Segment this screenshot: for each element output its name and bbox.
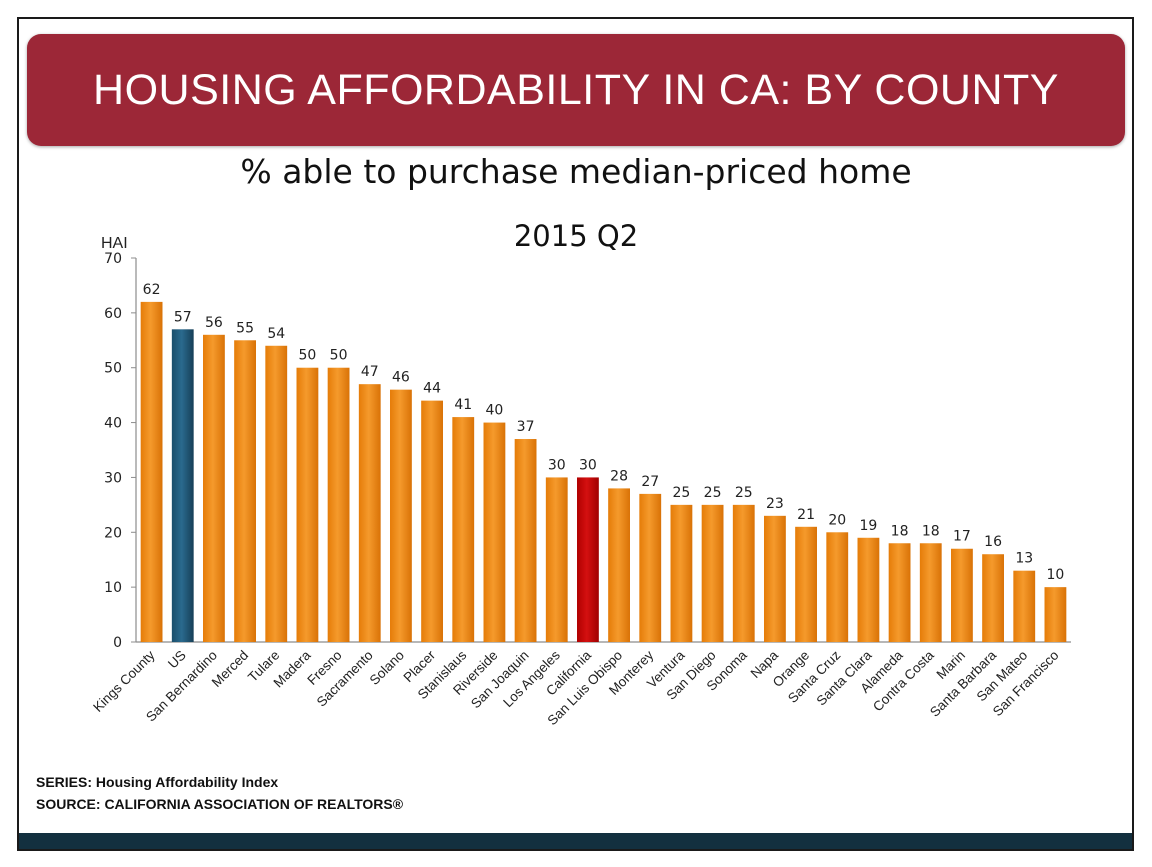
slide-title: HOUSING AFFORDABILITY IN CA: BY COUNTY [93, 65, 1059, 114]
bar-monterey [639, 493, 662, 642]
title-banner: HOUSING AFFORDABILITY IN CA: BY COUNTY [27, 34, 1125, 146]
y-tick-label: 0 [113, 635, 122, 651]
bar-tulare [265, 345, 288, 642]
y-tick-label: 10 [104, 580, 122, 596]
data-label: 30 [548, 457, 566, 473]
bar-santa-clara [857, 537, 880, 642]
data-label: 16 [984, 534, 1002, 550]
bar-napa [764, 515, 786, 642]
data-label: 10 [1047, 567, 1065, 583]
data-label: 56 [205, 315, 223, 331]
y-tick-label: 20 [104, 525, 122, 541]
data-label: 18 [922, 523, 940, 539]
data-label: 41 [454, 397, 472, 413]
bar-san-joaquin [514, 439, 537, 642]
data-label: 20 [828, 512, 846, 528]
bar-santa-cruz [826, 532, 849, 642]
data-label: 40 [486, 403, 504, 419]
bottom-accent-bar [19, 833, 1132, 849]
source-note: SOURCE: CALIFORNIA ASSOCIATION OF REALTO… [36, 796, 404, 812]
data-label: 47 [361, 364, 379, 380]
data-label: 19 [860, 518, 878, 534]
data-label: 50 [299, 348, 317, 364]
bar-alameda [888, 543, 911, 642]
series-note: SERIES: Housing Affordability Index [36, 774, 279, 790]
bar-california [577, 477, 599, 642]
data-label: 18 [891, 523, 909, 539]
data-label: 30 [579, 457, 597, 473]
y-axis-label: HAI [101, 235, 128, 252]
bar-ventura [670, 504, 693, 642]
bar-san-mateo [1013, 570, 1036, 642]
x-category-label: US [165, 648, 189, 672]
bar-stanislaus [452, 417, 475, 642]
bar-sonoma [732, 504, 755, 642]
bar-us [171, 329, 194, 642]
x-category-label: Solano [367, 648, 407, 688]
bar-fresno [327, 367, 350, 642]
bar-riverside [483, 422, 506, 642]
data-label: 50 [330, 348, 348, 364]
bar-orange [795, 526, 817, 642]
data-label: 25 [704, 485, 722, 501]
bar-san-diego [701, 504, 724, 642]
data-label: 57 [174, 309, 192, 325]
bar-santa-barbara [982, 554, 1004, 642]
y-tick-label: 50 [104, 361, 122, 377]
chart-subtitle: % able to purchase median-priced home [240, 152, 912, 191]
data-label: 28 [610, 468, 628, 484]
bar-san-francisco [1044, 587, 1067, 642]
y-tick-label: 40 [104, 416, 122, 432]
bar-san-luis-obispo [608, 488, 630, 642]
bar-sacramento [358, 384, 381, 642]
bar-marin [951, 548, 973, 642]
data-label: 25 [735, 485, 753, 501]
bar-kings-county [140, 301, 163, 642]
data-label: 55 [236, 320, 254, 336]
bar-madera [296, 367, 319, 642]
bar-los-angeles [545, 477, 568, 642]
y-tick-label: 30 [104, 470, 122, 486]
data-label: 25 [673, 485, 691, 501]
data-label: 17 [953, 529, 971, 545]
bar-solano [390, 389, 412, 642]
data-label: 37 [517, 419, 535, 435]
data-label: 44 [423, 381, 441, 397]
y-tick-label: 60 [104, 306, 122, 322]
data-label: 21 [797, 507, 815, 523]
y-tick-label: 70 [104, 251, 122, 267]
bar-placer [421, 400, 443, 642]
data-label: 62 [143, 282, 161, 298]
data-label: 27 [641, 474, 659, 490]
data-label: 13 [1015, 551, 1033, 567]
data-label: 46 [392, 370, 410, 386]
bar-merced [234, 340, 256, 642]
bar-san-bernardino [203, 334, 225, 642]
bar-contra-costa [919, 543, 942, 642]
x-category-label: Kings County [90, 647, 158, 715]
data-label: 54 [267, 326, 285, 342]
chart-period: 2015 Q2 [513, 219, 639, 253]
data-label: 23 [766, 496, 784, 512]
